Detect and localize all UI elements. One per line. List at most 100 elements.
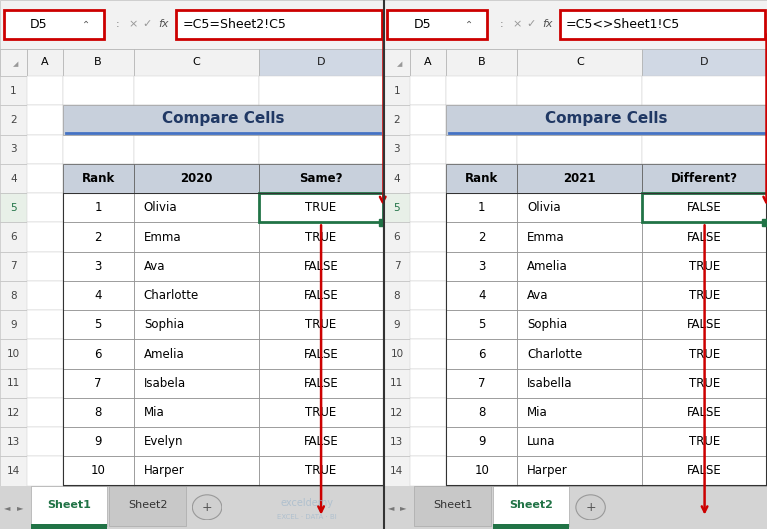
- Text: 1: 1: [393, 86, 400, 96]
- Text: Charlotte: Charlotte: [528, 348, 583, 361]
- Bar: [762, 219, 767, 225]
- Text: 11: 11: [390, 378, 403, 388]
- Text: TRUE: TRUE: [305, 231, 337, 243]
- Text: 4: 4: [478, 289, 486, 302]
- Text: +: +: [585, 501, 596, 514]
- Text: 4: 4: [94, 289, 102, 302]
- Text: C: C: [576, 58, 584, 67]
- Text: 9: 9: [393, 320, 400, 330]
- Text: Sophia: Sophia: [528, 318, 568, 331]
- Text: 3: 3: [10, 144, 17, 154]
- Text: ►: ►: [400, 503, 407, 512]
- Text: FALSE: FALSE: [687, 318, 722, 331]
- Text: Compare Cells: Compare Cells: [545, 111, 668, 126]
- Text: ►: ►: [17, 503, 23, 512]
- Text: D: D: [700, 58, 709, 67]
- Bar: [379, 219, 388, 225]
- Text: 2021: 2021: [564, 172, 596, 185]
- Text: 5: 5: [393, 203, 400, 213]
- Text: FALSE: FALSE: [304, 435, 338, 448]
- Text: 6: 6: [94, 348, 102, 361]
- Text: Sheet2: Sheet2: [128, 500, 167, 510]
- Text: 3: 3: [478, 260, 486, 273]
- Text: C: C: [193, 58, 200, 67]
- Text: ◄: ◄: [5, 503, 11, 512]
- Text: Emma: Emma: [144, 231, 182, 243]
- Text: TRUE: TRUE: [305, 464, 337, 478]
- Text: 1: 1: [10, 86, 17, 96]
- Text: fx: fx: [542, 20, 553, 29]
- Text: D5: D5: [30, 18, 48, 31]
- Text: Isabella: Isabella: [528, 377, 573, 390]
- Text: 14: 14: [7, 466, 20, 476]
- Text: 10: 10: [91, 464, 106, 478]
- Text: 13: 13: [7, 437, 20, 447]
- Text: TRUE: TRUE: [305, 201, 337, 214]
- Text: 6: 6: [393, 232, 400, 242]
- Text: 2: 2: [10, 115, 17, 125]
- Text: 1: 1: [94, 201, 102, 214]
- Text: TRUE: TRUE: [305, 318, 337, 331]
- Text: Sheet1: Sheet1: [433, 500, 472, 510]
- Text: 5: 5: [10, 203, 17, 213]
- Text: D5: D5: [413, 18, 431, 31]
- Text: ◢: ◢: [397, 61, 403, 67]
- Text: 6: 6: [10, 232, 17, 242]
- Text: ×: ×: [512, 20, 522, 29]
- Text: Sheet1: Sheet1: [47, 500, 91, 510]
- Text: 10: 10: [390, 349, 403, 359]
- Text: 4: 4: [10, 174, 17, 184]
- Text: Sophia: Sophia: [144, 318, 184, 331]
- Text: Charlotte: Charlotte: [144, 289, 199, 302]
- Text: EXCEL · DATA · BI: EXCEL · DATA · BI: [277, 514, 337, 521]
- Text: 12: 12: [390, 407, 403, 417]
- Text: =C5<>Sheet1!C5: =C5<>Sheet1!C5: [566, 18, 680, 31]
- Text: ⌃: ⌃: [81, 20, 90, 29]
- Text: 2: 2: [478, 231, 486, 243]
- Text: TRUE: TRUE: [689, 289, 720, 302]
- Text: TRUE: TRUE: [689, 435, 720, 448]
- Text: 10: 10: [474, 464, 489, 478]
- Text: FALSE: FALSE: [304, 377, 338, 390]
- Text: FALSE: FALSE: [687, 231, 722, 243]
- Text: Amelia: Amelia: [144, 348, 185, 361]
- Text: Mia: Mia: [144, 406, 165, 419]
- Text: fx: fx: [159, 20, 170, 29]
- Text: 9: 9: [10, 320, 17, 330]
- Text: 7: 7: [94, 377, 102, 390]
- Text: FALSE: FALSE: [304, 289, 338, 302]
- Text: FALSE: FALSE: [687, 201, 722, 214]
- Text: Olivia: Olivia: [144, 201, 177, 214]
- Text: 7: 7: [10, 261, 17, 271]
- Text: 4: 4: [393, 174, 400, 184]
- Text: 10: 10: [7, 349, 20, 359]
- Text: =C5=Sheet2!C5: =C5=Sheet2!C5: [183, 18, 286, 31]
- Text: Luna: Luna: [528, 435, 556, 448]
- Text: Compare Cells: Compare Cells: [162, 111, 285, 126]
- Text: Olivia: Olivia: [528, 201, 561, 214]
- Circle shape: [193, 495, 222, 520]
- Text: FALSE: FALSE: [687, 406, 722, 419]
- Text: FALSE: FALSE: [687, 464, 722, 478]
- Text: Ava: Ava: [144, 260, 166, 273]
- Text: Evelyn: Evelyn: [144, 435, 183, 448]
- Text: ✓: ✓: [143, 20, 152, 29]
- Text: B: B: [94, 58, 102, 67]
- Text: 12: 12: [7, 407, 20, 417]
- Text: Rank: Rank: [465, 172, 499, 185]
- Text: Sheet2: Sheet2: [509, 500, 553, 510]
- Text: 8: 8: [94, 406, 102, 419]
- Text: 5: 5: [94, 318, 102, 331]
- Text: :: :: [116, 20, 120, 29]
- Text: A: A: [41, 58, 48, 67]
- Text: TRUE: TRUE: [305, 406, 337, 419]
- Text: Different?: Different?: [671, 172, 738, 185]
- Text: 11: 11: [7, 378, 20, 388]
- Text: Amelia: Amelia: [528, 260, 568, 273]
- Text: ✓: ✓: [526, 20, 535, 29]
- Text: Harper: Harper: [144, 464, 185, 478]
- Text: D: D: [317, 58, 325, 67]
- Text: 2: 2: [94, 231, 102, 243]
- Text: A: A: [424, 58, 432, 67]
- Text: ◄: ◄: [388, 503, 394, 512]
